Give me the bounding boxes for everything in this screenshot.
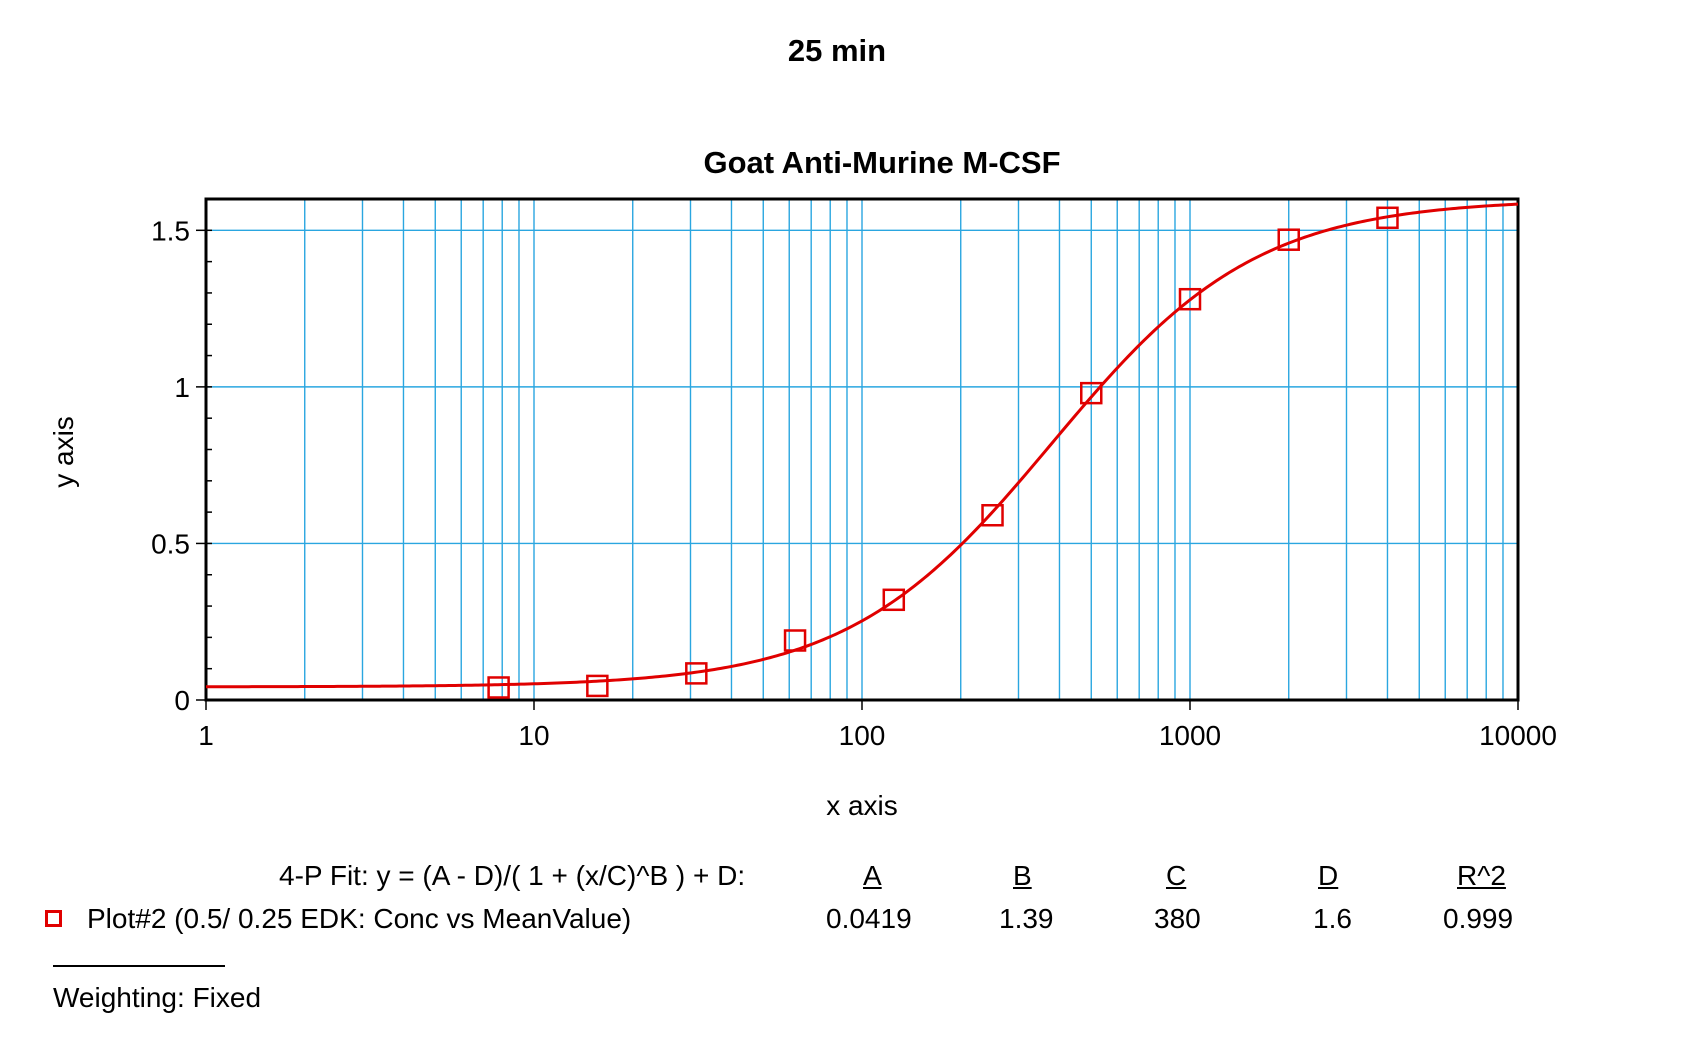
page-title: 25 min: [788, 33, 886, 68]
grid-lines: [206, 199, 1518, 700]
x-tick-label: 1: [198, 720, 214, 751]
data-point: [981, 504, 1004, 527]
x-tick-label: 100: [839, 720, 886, 751]
y-axis-label: y axis: [48, 416, 79, 488]
data-points: [487, 206, 1399, 699]
chart-title: Goat Anti-Murine M-CSF: [703, 145, 1060, 180]
x-tick-label: 10: [518, 720, 549, 751]
x-axis-label: x axis: [826, 790, 898, 821]
y-tick-label: 0: [174, 685, 190, 716]
y-tick-labels: 0 0.5 1 1.5: [151, 215, 190, 716]
y-minor-ticks: [196, 198, 212, 701]
x-tick-label: 1000: [1159, 720, 1221, 751]
data-point: [1178, 287, 1202, 311]
data-point: [487, 676, 510, 699]
x-tick-label: 10000: [1479, 720, 1557, 751]
data-point: [1376, 206, 1399, 230]
data-point: [685, 662, 708, 685]
data-point: [882, 588, 906, 612]
data-point: [1080, 381, 1103, 405]
data-point: [586, 674, 609, 698]
data-point: [1277, 228, 1300, 251]
x-tick-labels: 1 10 100 1000 10000: [198, 700, 1557, 751]
data-point: [783, 629, 807, 652]
y-tick-label: 0.5: [151, 528, 190, 559]
y-tick-label: 1.5: [151, 215, 190, 246]
y-tick-label: 1: [174, 372, 190, 403]
